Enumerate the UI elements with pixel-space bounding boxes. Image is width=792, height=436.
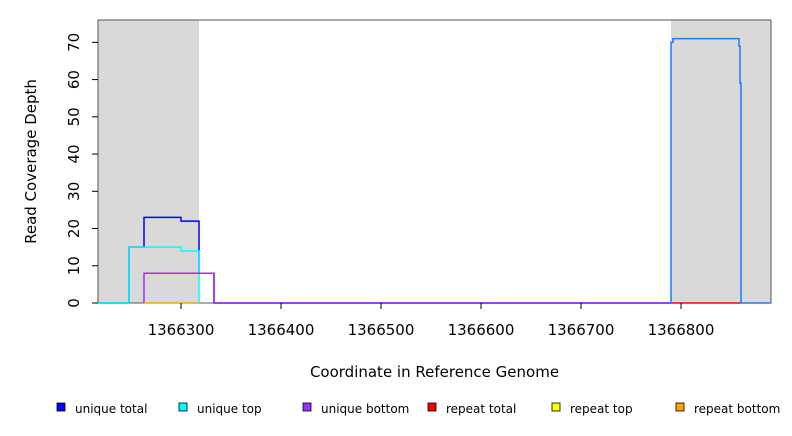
legend: unique total unique top unique bottom repea…	[56, 402, 780, 416]
x-tick-label: 1366400	[248, 321, 315, 339]
legend-label-3: repeat total	[446, 402, 516, 416]
y-tick-label: 20	[65, 219, 83, 238]
legend-label-5: repeat bottom	[694, 402, 780, 416]
x-tick-label: 1366800	[648, 321, 715, 339]
x-tick-label: 1366700	[548, 321, 615, 339]
y-tick-label: 0	[65, 298, 83, 308]
x-tick-label: 1366500	[348, 321, 415, 339]
x-axis: 1366300 1366400 1366500 1366600 1366700 13668…	[148, 303, 715, 339]
legend-swatch-2	[302, 402, 312, 412]
y-tick-label: 70	[65, 33, 83, 52]
y-tick-label: 60	[65, 70, 83, 89]
y-tick-label: 40	[65, 145, 83, 164]
legend-swatch-3	[427, 402, 437, 412]
legend-label-1: unique top	[197, 402, 262, 416]
y-tick-label: 30	[65, 182, 83, 201]
y-axis-title: Read Coverage Depth	[22, 79, 40, 244]
series-line-2	[143, 272, 671, 304]
y-tick-label: 10	[65, 256, 83, 275]
legend-label-4: repeat top	[570, 402, 633, 416]
legend-swatch-1	[178, 402, 188, 412]
legend-label-0: unique total	[75, 402, 147, 416]
series-layer	[98, 37, 771, 304]
y-tick-label: 50	[65, 107, 83, 126]
series-line-6	[670, 37, 771, 304]
legend-label-2: unique bottom	[321, 402, 409, 416]
y-axis: 0 10 20 30 40 50 60 70	[65, 33, 98, 308]
x-axis-title: Coordinate in Reference Genome	[310, 363, 559, 381]
shaded-region-0	[98, 20, 199, 303]
x-tick-label: 1366300	[148, 321, 215, 339]
shaded-regions	[98, 20, 771, 303]
x-tick-label: 1366600	[448, 321, 515, 339]
legend-swatch-4	[551, 402, 561, 412]
legend-swatch-0	[56, 402, 66, 412]
series-line-1	[98, 246, 200, 304]
legend-swatch-5	[675, 402, 685, 412]
shaded-region-1	[671, 20, 771, 303]
